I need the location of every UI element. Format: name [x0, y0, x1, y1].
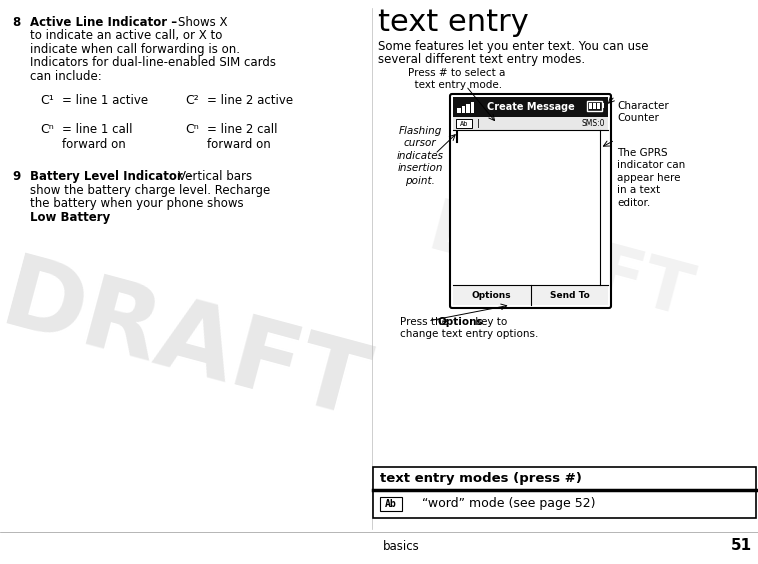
Text: “word” mode (see page 52): “word” mode (see page 52) — [422, 497, 596, 510]
Text: text entry mode.: text entry mode. — [408, 80, 502, 90]
Bar — [456, 119, 472, 128]
Text: Ab: Ab — [460, 121, 468, 126]
Text: Options: Options — [438, 317, 484, 327]
FancyBboxPatch shape — [450, 94, 611, 308]
Bar — [453, 285, 608, 305]
Text: = line 2 active: = line 2 active — [207, 94, 293, 107]
Text: Press # to select a: Press # to select a — [408, 68, 506, 78]
Bar — [457, 108, 461, 113]
Text: to indicate an active call, or X to: to indicate an active call, or X to — [30, 29, 222, 42]
Bar — [602, 103, 604, 108]
Text: Vertical bars: Vertical bars — [178, 170, 252, 183]
Bar — [587, 101, 602, 111]
Text: text entry modes (press #): text entry modes (press #) — [380, 472, 582, 485]
Text: Ab: Ab — [385, 499, 397, 509]
Text: C¹: C¹ — [40, 94, 54, 107]
Text: .: . — [96, 211, 100, 224]
Bar — [589, 103, 592, 109]
Text: change text entry options.: change text entry options. — [400, 329, 538, 339]
Text: Low Battery: Low Battery — [30, 211, 110, 224]
Text: Indicators for dual-line-enabled SIM cards: Indicators for dual-line-enabled SIM car… — [30, 56, 276, 69]
Text: Battery Level Indicator –: Battery Level Indicator – — [30, 170, 197, 183]
Text: DRAFT: DRAFT — [421, 196, 700, 332]
Bar — [471, 102, 474, 113]
Text: the battery when your phone shows: the battery when your phone shows — [30, 197, 243, 210]
Text: Send To: Send To — [550, 290, 590, 299]
Text: Flashing
cursor
indicates
insertion
point.: Flashing cursor indicates insertion poin… — [396, 126, 443, 186]
Text: basics: basics — [383, 540, 420, 553]
Text: can include:: can include: — [30, 70, 102, 83]
Text: Press the: Press the — [400, 317, 451, 327]
Text: text entry: text entry — [378, 8, 529, 37]
Text: Some features let you enter text. You can use: Some features let you enter text. You ca… — [378, 40, 649, 53]
Text: |: | — [476, 119, 481, 128]
Text: SMS:0: SMS:0 — [581, 119, 605, 128]
Bar — [593, 103, 596, 109]
Text: 9: 9 — [12, 170, 20, 183]
Bar — [373, 467, 756, 518]
Text: = line 1 call
forward on: = line 1 call forward on — [62, 123, 133, 151]
Text: Options: Options — [471, 290, 511, 299]
Text: several different text entry modes.: several different text entry modes. — [378, 53, 585, 66]
Text: C²: C² — [185, 94, 199, 107]
Bar — [597, 103, 600, 109]
Text: Character
Counter: Character Counter — [617, 101, 669, 124]
Text: Create Message: Create Message — [487, 102, 575, 112]
Text: Cⁿ: Cⁿ — [40, 123, 54, 136]
Text: Shows X: Shows X — [178, 16, 227, 29]
Bar — [453, 97, 608, 117]
Text: 51: 51 — [731, 539, 752, 553]
Text: Active Line Indicator –: Active Line Indicator – — [30, 16, 181, 29]
Text: The GPRS
indicator can
appear here
in a text
editor.: The GPRS indicator can appear here in a … — [617, 148, 685, 208]
Text: indicate when call forwarding is on.: indicate when call forwarding is on. — [30, 43, 240, 56]
Bar — [466, 104, 469, 113]
Text: DRAFT: DRAFT — [0, 249, 378, 439]
Text: key to: key to — [472, 317, 507, 327]
Text: show the battery charge level. Recharge: show the battery charge level. Recharge — [30, 184, 271, 197]
Text: = line 1 active: = line 1 active — [62, 94, 148, 107]
Bar — [380, 497, 402, 511]
Text: 8: 8 — [12, 16, 20, 29]
Bar — [462, 106, 465, 113]
Bar — [453, 117, 608, 130]
Text: = line 2 call
forward on: = line 2 call forward on — [207, 123, 277, 151]
Text: Cⁿ: Cⁿ — [185, 123, 199, 136]
